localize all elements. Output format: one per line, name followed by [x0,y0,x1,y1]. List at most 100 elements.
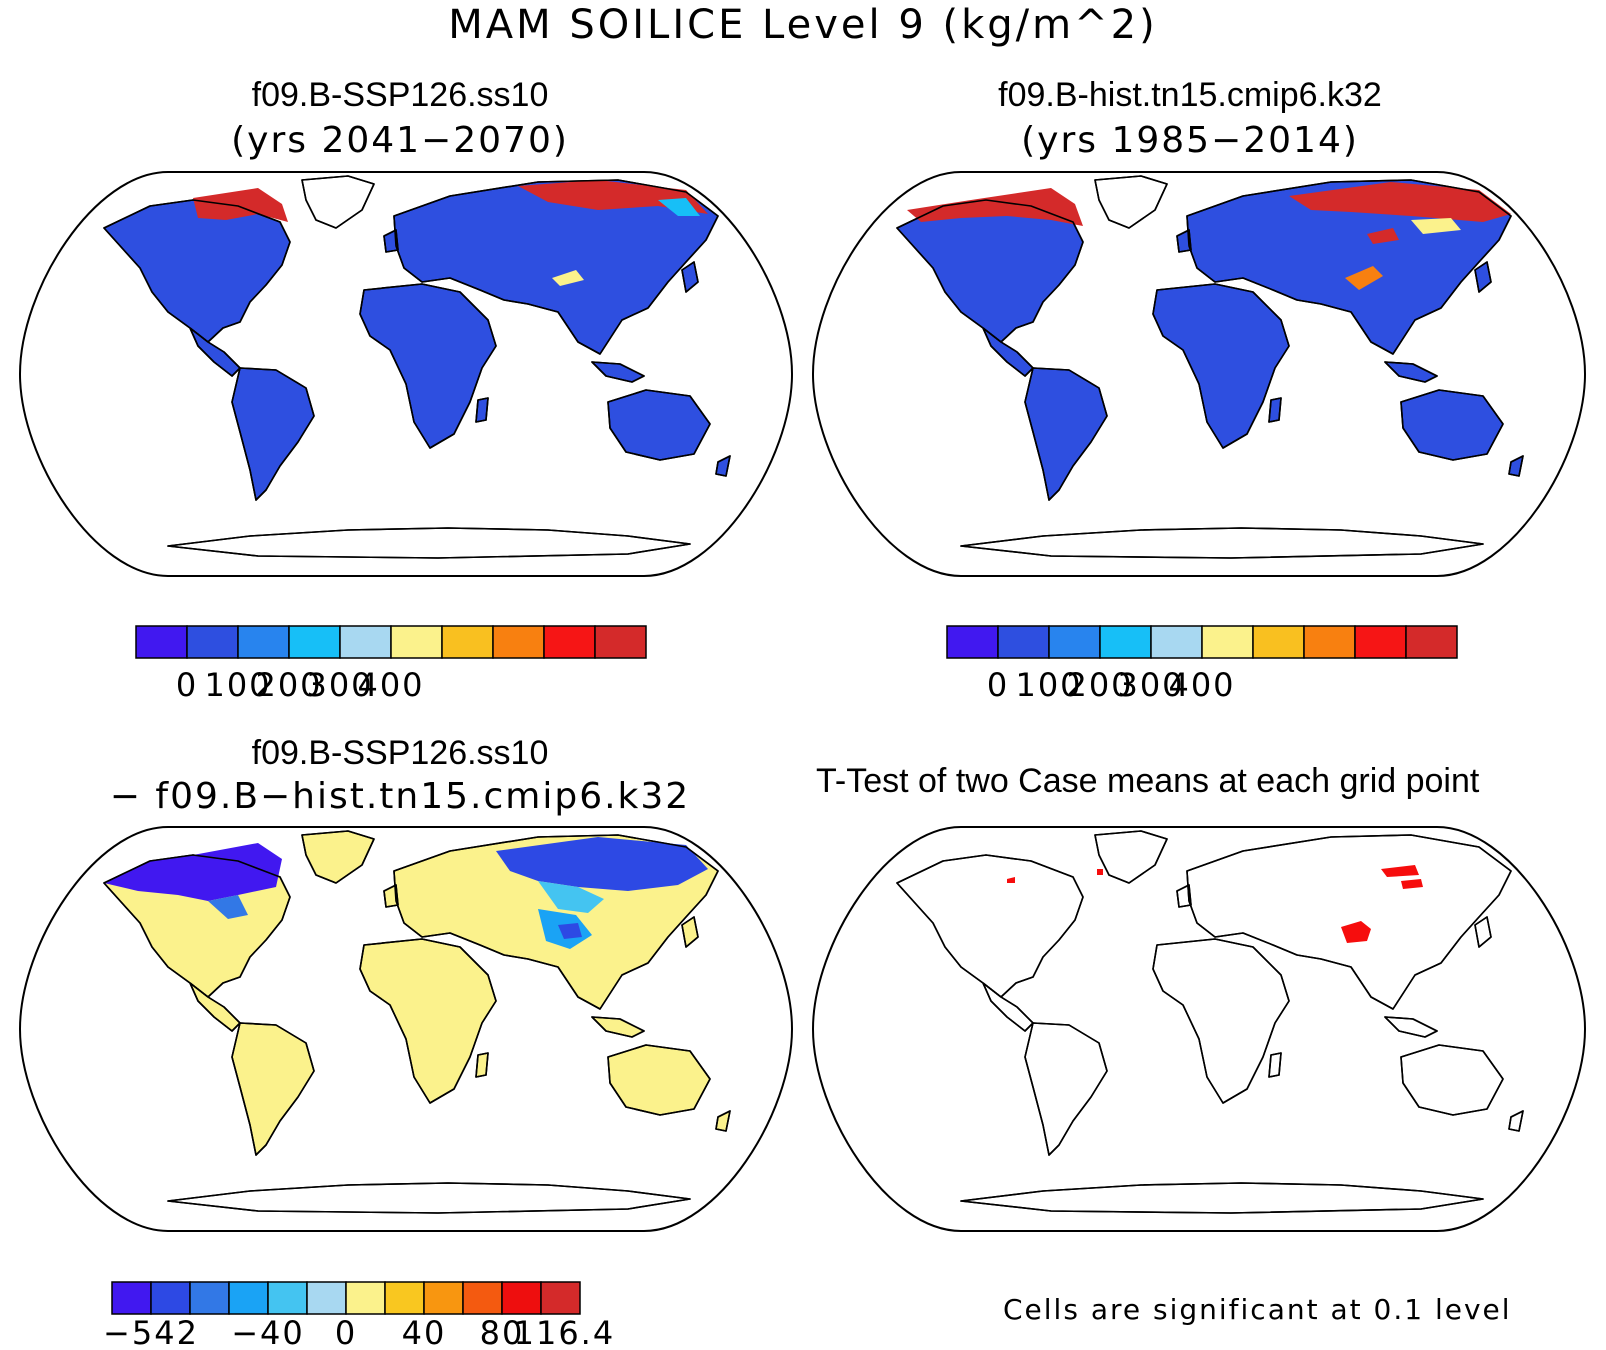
field-patch [208,895,248,919]
colorbar-label: 100 [204,666,271,704]
field-patch [1401,879,1423,889]
colorbar-box [345,1281,386,1315]
coastline-japan [1474,261,1492,293]
coastline-madagascar [1268,1052,1282,1078]
field-patch [1381,865,1419,877]
coastline-madagascar [1268,397,1282,423]
colorbar-label: 100 [1015,666,1082,704]
colorbar-box [492,625,545,659]
colorbar-label: 400 [357,666,424,704]
colorbar-label: 400 [1168,666,1235,704]
colorbar-label: −40 [231,1314,305,1350]
coastlines [896,175,1524,559]
coastline-centralAmerica [189,982,241,1032]
significance-note: Cells are significant at 0.1 level [1003,1293,1512,1326]
field-patch [104,843,282,901]
panel-ssp-title: f09.B-SSP126.ss10 [251,76,549,114]
colorbar-box [228,1281,269,1315]
coastline-indonesia [591,361,645,383]
coastline-antarctica [167,1182,691,1214]
field-patch [1007,877,1015,883]
coastline-australia [607,1044,711,1116]
field-patch [1341,921,1371,943]
panel-diff-title: f09.B-SSP126.ss10 [251,734,549,772]
colorbar-box [237,625,290,659]
colorbar-box [267,1281,308,1315]
map-ssp [18,171,794,577]
colorbar-box [339,625,392,659]
colorbar-box [1048,625,1101,659]
field-patch [552,270,584,286]
coastline-newZealand [715,455,731,477]
field-highlights [907,182,1511,290]
colorbar-box [1252,625,1305,659]
coastline-northAmerica [896,199,1084,343]
colorbar-box [946,625,999,659]
coastline-newZealand [1508,455,1524,477]
colorbar-label: 300 [1117,666,1184,704]
colorbar-box [543,625,596,659]
field-patch [538,881,604,913]
coastline-madagascar [475,397,489,423]
coastline-southAmerica [231,367,315,501]
colorbar-label: 0 [987,666,1009,704]
colorbar-box [1405,625,1458,659]
coastline-antarctica [167,527,691,559]
coastline-southAmerica [1024,367,1108,501]
coastline-africa [359,283,497,449]
field-patch [658,198,700,216]
colorbar-box [384,1281,425,1315]
coastlines [103,830,731,1214]
coastline-greenland [1094,830,1168,884]
colorbar-box [594,625,647,659]
coastline-antarctica [960,527,1484,559]
map-hist [811,171,1587,577]
field-patch [907,188,1083,226]
coastline-indonesia [1384,1016,1438,1038]
coastline-eurasia [393,834,719,1010]
field-patch [193,188,288,222]
colorbar-label: 0 [176,666,198,704]
colorbar-box [462,1281,503,1315]
colorbar-box [441,625,494,659]
colorbar-box [189,1281,230,1315]
colorbar-label: 0 [335,1314,357,1350]
colorbar-box [135,625,188,659]
panel-hist-title: f09.B-hist.tn15.cmip6.k32 [998,76,1382,114]
coastline-uk [1176,229,1192,253]
coastlines [103,175,731,559]
map-ttest [811,826,1587,1232]
coastline-australia [1400,389,1504,461]
coastline-africa [1152,283,1290,449]
colorbar-box [150,1281,191,1315]
coastline-newZealand [715,1110,731,1132]
coastline-southAmerica [231,1022,315,1156]
coastline-indonesia [1384,361,1438,383]
coastline-greenland [1094,175,1168,229]
coastline-eurasia [1186,834,1512,1010]
coastline-uk [1176,884,1192,908]
figure-title: MAM SOILICE Level 9 (kg/m^2) [448,2,1158,48]
coastline-japan [1474,916,1492,948]
colorbar-box [423,1281,464,1315]
coastline-centralAmerica [982,982,1034,1032]
field-highlights [104,837,708,949]
colorbar-label: 40 [402,1314,447,1350]
colorbar-box [540,1281,581,1315]
coastline-centralAmerica [189,327,241,377]
coastline-southAmerica [1024,1022,1108,1156]
coastline-northAmerica [896,854,1084,998]
field-patch [518,180,708,214]
colorbar-box [186,625,239,659]
coastline-greenland [301,175,375,229]
field-patch [496,837,708,891]
colorbar-label: 116.4 [514,1314,616,1350]
coastline-uk [383,229,399,253]
coastline-japan [681,916,699,948]
coastline-northAmerica [103,854,291,998]
colorbar-box [1150,625,1203,659]
panel-ttest-title: T-Test of two Case means at each grid po… [816,762,1480,800]
colorbar-label: 200 [1066,666,1133,704]
